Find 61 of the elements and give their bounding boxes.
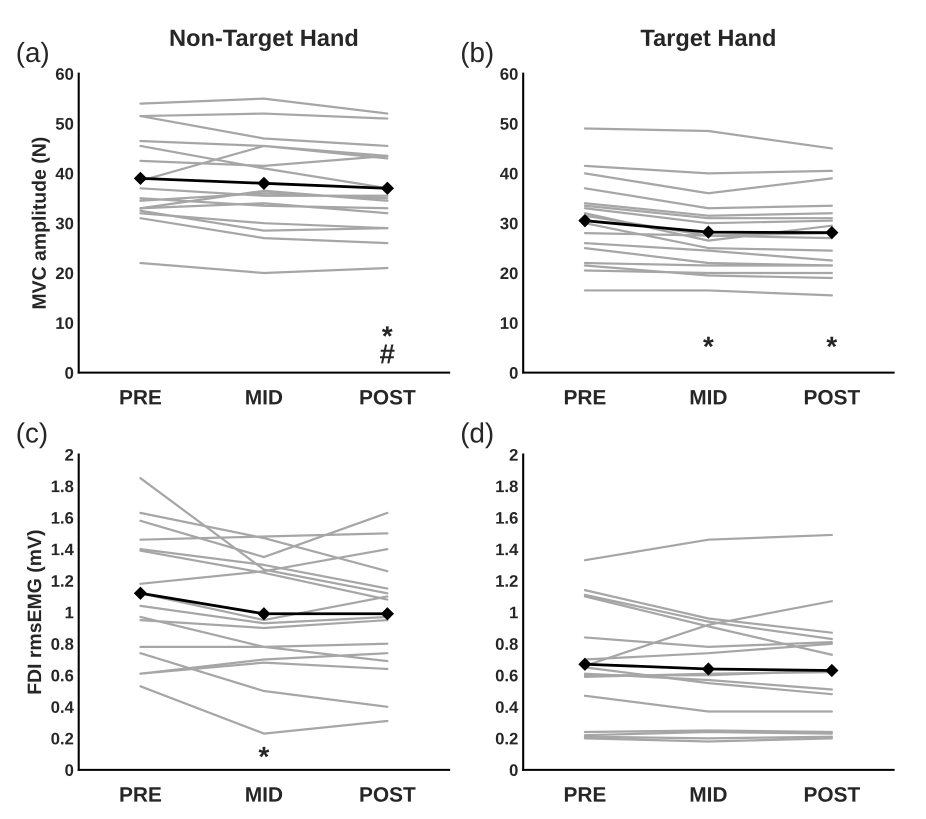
y-tick-label: 1.6: [52, 512, 74, 524]
chart-title: Target Hand: [640, 28, 775, 51]
annotation: *: [826, 336, 838, 348]
y-tick-label: 0.4: [51, 701, 74, 713]
x-tick-label: POST: [804, 390, 860, 405]
y-tick-label: 40: [500, 168, 518, 180]
x-tick-label: PRE: [564, 787, 606, 802]
x-tick-label: MID: [246, 787, 282, 802]
y-tick-label: 0.4: [496, 701, 518, 713]
x-tick-label: POST: [360, 787, 416, 802]
y-tick-label: 40: [56, 168, 74, 180]
y-tick-label: 1.6: [496, 512, 518, 524]
chart-title: Non-Target Hand: [170, 28, 358, 51]
text: (b): [462, 42, 492, 68]
x-tick-label: MID: [690, 390, 727, 404]
y-axis-title: MVC amplitude (N): [32, 138, 50, 308]
y-tick-label: 60: [56, 68, 74, 80]
y-tick-label: 0.6: [496, 670, 518, 682]
y-tick-label: 0: [510, 367, 518, 379]
annotation: *: [703, 336, 714, 348]
x-tick-label: MID: [246, 390, 282, 404]
y-tick-label: 50: [500, 118, 518, 130]
x-tick-label: PRE: [120, 390, 162, 404]
y-tick-label: 0.8: [51, 638, 74, 650]
y-tick-label: 0: [65, 367, 74, 379]
y-tick-label: 0: [65, 764, 74, 776]
annotation: *: [258, 746, 270, 758]
text: (d): [462, 422, 492, 448]
y-tick-label: 0: [510, 764, 518, 776]
y-tick-label: 1.8: [496, 480, 518, 492]
x-tick-label: POST: [804, 787, 860, 802]
x-tick-label: POST: [360, 390, 416, 405]
y-tick-label: 20: [500, 267, 518, 280]
y-tick-label: 30: [500, 218, 518, 230]
y-tick-label: 1.4: [496, 544, 518, 556]
y-tick-label: 1.2: [52, 575, 74, 587]
y-tick-label: 2: [510, 448, 518, 461]
y-axis-title: FDI rmsEMG (mV): [27, 530, 46, 694]
y-tick-label: 2: [65, 448, 74, 461]
x-tick-label: MID: [690, 787, 727, 802]
text: (a): [17, 42, 48, 68]
y-tick-label: 1.2: [496, 575, 518, 587]
y-tick-label: 1: [510, 606, 518, 618]
y-tick-label: 50: [56, 118, 74, 130]
text: (c): [17, 422, 46, 448]
y-tick-label: 60: [500, 68, 518, 80]
annotation: *: [382, 326, 393, 337]
y-tick-label: 0.6: [51, 670, 74, 682]
y-tick-label: 0.2: [496, 732, 518, 745]
y-tick-label: 1.8: [52, 480, 74, 492]
y-tick-label: 1.4: [52, 544, 74, 556]
y-tick-label: 20: [56, 267, 74, 280]
y-tick-label: 0.2: [51, 732, 74, 745]
annotation: #: [380, 344, 395, 364]
y-tick-label: 1: [66, 606, 74, 618]
y-tick-label: 10: [56, 317, 74, 330]
y-tick-label: 0.8: [496, 638, 518, 650]
y-tick-label: 30: [56, 218, 74, 230]
x-tick-label: PRE: [564, 390, 606, 404]
y-tick-label: 10: [500, 317, 518, 330]
x-tick-label: PRE: [120, 787, 162, 802]
